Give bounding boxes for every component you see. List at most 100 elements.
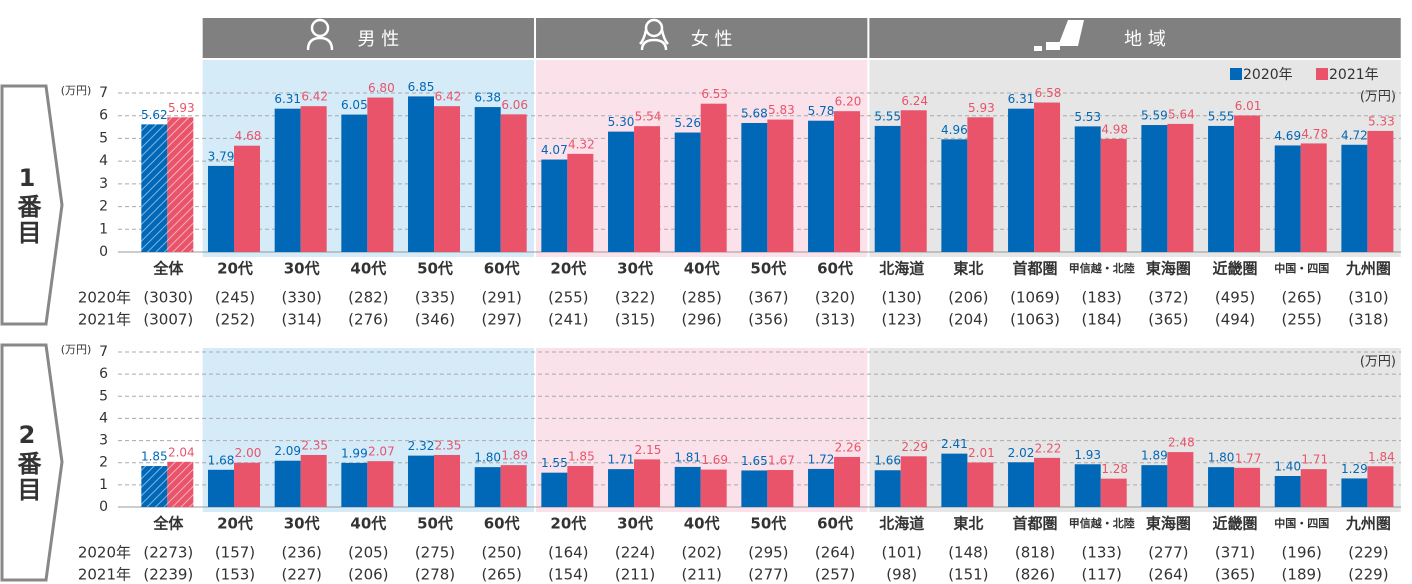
count-label: (3030) (143, 289, 193, 307)
y-tick-label: 5 (99, 130, 108, 146)
count-label: (236) (282, 544, 322, 562)
legend-swatch (1316, 68, 1328, 80)
region-icon (1034, 20, 1084, 51)
count-label: (189) (1282, 566, 1322, 584)
bar (300, 106, 327, 252)
bar (300, 454, 327, 507)
value-label: 2.04 (168, 445, 195, 459)
bar (434, 106, 461, 252)
value-label: 2.01 (968, 446, 995, 460)
value-label: 2.00 (235, 446, 262, 460)
bar (1034, 102, 1061, 252)
bar (1167, 452, 1194, 507)
group-header (202, 18, 535, 58)
value-label: 5.33 (1368, 114, 1395, 128)
count-label: (255) (1282, 311, 1322, 329)
bar (234, 145, 261, 252)
x-tick-label: 60代 (817, 515, 853, 533)
bar (941, 453, 968, 507)
count-label: (3007) (143, 311, 193, 329)
group-label: 女 性 (691, 29, 733, 50)
count-label: (295) (748, 544, 788, 562)
value-label: 4.68 (235, 129, 262, 143)
value-label: 1.80 (474, 451, 501, 465)
bar (900, 456, 927, 507)
count-label: (315) (615, 311, 655, 329)
y-tick-label: 5 (99, 388, 108, 404)
count-row-label: 2021年 (78, 311, 131, 329)
bar (274, 460, 301, 507)
y-tick-label: 1 (99, 477, 108, 493)
bar (1234, 115, 1261, 252)
y-tick-label: 2 (99, 455, 108, 471)
bar (1367, 466, 1394, 507)
bar (941, 139, 968, 252)
count-label: (229) (1348, 566, 1388, 584)
value-label: 6.85 (408, 80, 435, 94)
bar (741, 122, 768, 253)
count-row-label: 2020年 (78, 544, 131, 562)
count-label: (495) (1215, 289, 1255, 307)
bar (474, 107, 501, 252)
bar (208, 165, 235, 252)
group-header (869, 18, 1401, 58)
bar (967, 117, 994, 252)
bar (634, 126, 661, 252)
bar (500, 465, 527, 507)
value-label: 1.55 (541, 456, 568, 470)
count-label: (241) (548, 311, 588, 329)
value-label: 6.42 (301, 90, 328, 104)
bar (634, 459, 661, 507)
x-tick-label: 50代 (417, 260, 453, 278)
count-label: (202) (682, 544, 722, 562)
bar (1074, 126, 1101, 252)
count-row-label: 2021年 (78, 566, 131, 584)
count-label: (245) (215, 289, 255, 307)
value-label: 5.26 (674, 116, 701, 130)
y-tick-label: 7 (99, 344, 108, 360)
bar (808, 468, 835, 507)
bar (408, 96, 435, 253)
count-label: (346) (415, 311, 455, 329)
bar (834, 111, 861, 253)
count-label: (229) (1348, 544, 1388, 562)
group-label: 男 性 (357, 29, 399, 50)
x-tick-label: 20代 (217, 515, 253, 533)
value-label: 2.15 (635, 443, 662, 457)
value-label: 4.69 (1274, 129, 1301, 143)
x-tick-label: 甲信越・北陸 (1069, 261, 1135, 275)
value-label: 6.31 (1008, 92, 1035, 106)
bar (1300, 143, 1327, 252)
count-label: (322) (615, 289, 655, 307)
count-label: (818) (1015, 544, 1055, 562)
y-tick-label: 6 (99, 108, 108, 124)
x-tick-label: 東海圏 (1146, 260, 1191, 278)
x-tick-label: 中国・四国 (1274, 261, 1329, 275)
value-label: 1.89 (1141, 449, 1168, 463)
bar (567, 466, 594, 507)
count-label: (204) (948, 311, 988, 329)
bar (700, 469, 727, 507)
row-frame (0, 84, 64, 326)
y-tick-label: 1 (99, 221, 108, 237)
count-label: (265) (1282, 289, 1322, 307)
value-label: 4.07 (541, 143, 568, 157)
value-label: 1.84 (1368, 450, 1395, 464)
count-label: (98) (886, 566, 917, 584)
value-label: 6.58 (1035, 86, 1062, 100)
value-label: 2.09 (274, 444, 301, 458)
x-tick-label: 首都圏 (1013, 260, 1058, 278)
bar (274, 108, 301, 253)
value-label: 6.06 (501, 98, 528, 112)
value-label: 5.68 (741, 106, 768, 120)
count-label: (196) (1282, 544, 1322, 562)
value-label: 6.42 (435, 90, 462, 104)
x-tick-label: 中国・四国 (1274, 516, 1329, 530)
bar (1341, 144, 1368, 252)
x-tick-label: 20代 (217, 260, 253, 278)
value-label: 5.55 (874, 109, 901, 123)
value-label: 5.53 (1074, 110, 1101, 124)
count-label: (151) (948, 566, 988, 584)
y-unit: (万円) (61, 343, 92, 356)
value-label: 4.32 (568, 137, 595, 151)
